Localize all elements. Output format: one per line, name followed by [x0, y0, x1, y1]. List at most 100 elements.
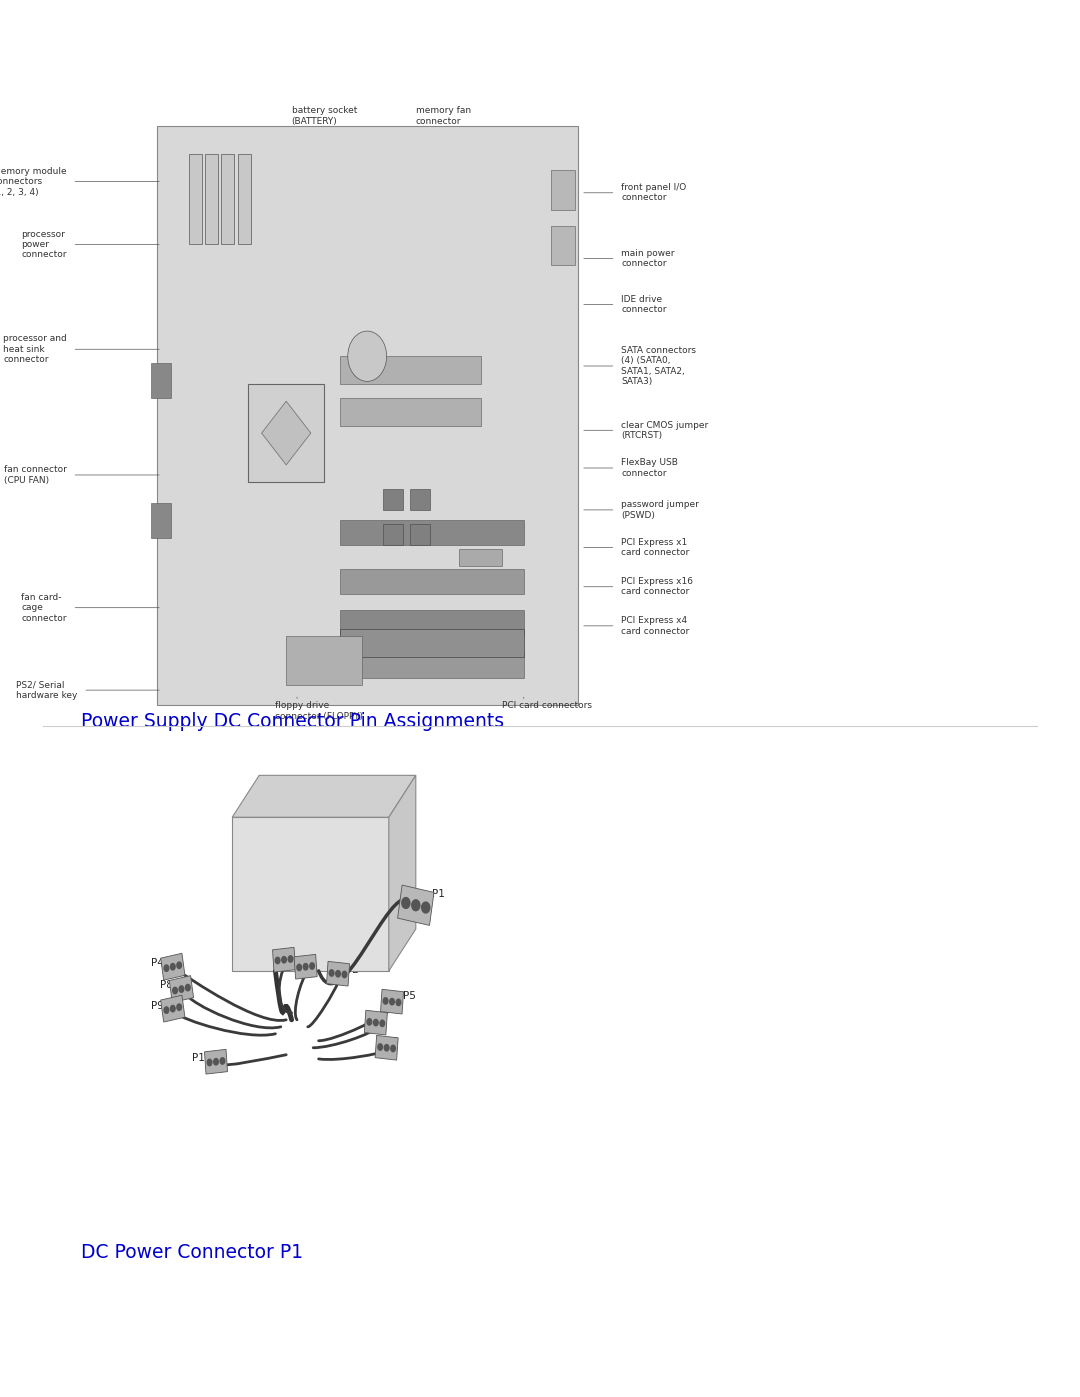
Circle shape — [395, 999, 402, 1006]
Bar — [551, 170, 575, 210]
Circle shape — [219, 1058, 226, 1065]
Text: SATA connectors
(4) (SATA0,
SATA1, SATA2,
SATA3): SATA connectors (4) (SATA0, SATA1, SATA2… — [621, 346, 696, 386]
Bar — [410, 524, 430, 545]
FancyBboxPatch shape — [161, 995, 185, 1023]
Text: Power Supply DC Connector Pin Assignments: Power Supply DC Connector Pin Assignment… — [81, 712, 504, 732]
FancyBboxPatch shape — [294, 954, 318, 979]
FancyBboxPatch shape — [326, 961, 350, 986]
Circle shape — [185, 983, 191, 992]
Text: P9: P9 — [151, 1000, 164, 1011]
Circle shape — [163, 964, 170, 972]
Circle shape — [382, 997, 389, 1004]
Circle shape — [281, 956, 287, 964]
Text: P10: P10 — [292, 961, 311, 972]
Polygon shape — [232, 775, 416, 817]
Text: battery socket
(BATTERY): battery socket (BATTERY) — [292, 106, 357, 126]
Bar — [340, 652, 524, 678]
Bar — [340, 610, 524, 636]
FancyBboxPatch shape — [364, 1010, 388, 1035]
Bar — [151, 363, 171, 398]
FancyBboxPatch shape — [204, 1049, 228, 1074]
Circle shape — [335, 970, 341, 978]
Circle shape — [163, 1006, 170, 1014]
Circle shape — [206, 1059, 213, 1066]
FancyBboxPatch shape — [161, 953, 185, 981]
Text: front panel I/O
connector: front panel I/O connector — [621, 183, 686, 203]
Text: fan connector
(CPU FAN): fan connector (CPU FAN) — [4, 465, 67, 485]
Circle shape — [373, 1018, 379, 1027]
Polygon shape — [389, 775, 416, 971]
Text: floppy drive
connector (FLOPPY): floppy drive connector (FLOPPY) — [275, 701, 363, 721]
Circle shape — [172, 986, 178, 995]
Circle shape — [401, 897, 410, 909]
Text: P4: P4 — [151, 957, 164, 968]
Bar — [340, 398, 481, 426]
Bar — [238, 154, 251, 244]
Text: main power
connector: main power connector — [621, 249, 675, 268]
Bar — [189, 154, 202, 244]
FancyBboxPatch shape — [272, 947, 296, 972]
Circle shape — [379, 1020, 386, 1027]
Circle shape — [170, 1004, 176, 1013]
Circle shape — [309, 963, 315, 970]
Text: processor
power
connector: processor power connector — [22, 229, 67, 260]
Text: processor and
heat sink
connector: processor and heat sink connector — [3, 334, 67, 365]
Bar — [459, 549, 502, 566]
Bar — [221, 154, 234, 244]
Circle shape — [328, 970, 335, 977]
Text: P12: P12 — [192, 1052, 212, 1063]
Text: FlexBay USB
connector: FlexBay USB connector — [621, 458, 678, 478]
Bar — [205, 154, 218, 244]
Text: PS2/ Serial
hardware key: PS2/ Serial hardware key — [16, 680, 78, 700]
Text: fan card-
cage
connector: fan card- cage connector — [22, 592, 67, 623]
Text: PCI Express x1
card connector: PCI Express x1 card connector — [621, 538, 689, 557]
Circle shape — [383, 1044, 390, 1052]
FancyBboxPatch shape — [397, 886, 434, 925]
Text: password jumper
(PSWD): password jumper (PSWD) — [621, 500, 699, 520]
Text: PCI card connectors: PCI card connectors — [502, 701, 592, 710]
Circle shape — [296, 964, 302, 971]
Circle shape — [170, 963, 176, 971]
Text: DC Power Connector P1: DC Power Connector P1 — [81, 1243, 303, 1263]
Bar — [383, 489, 403, 510]
Bar — [551, 226, 575, 265]
Bar — [383, 524, 403, 545]
Circle shape — [302, 963, 309, 971]
FancyBboxPatch shape — [375, 1035, 399, 1060]
Bar — [340, 629, 524, 657]
Circle shape — [389, 997, 395, 1006]
Circle shape — [411, 900, 420, 911]
Text: PCI Express x16
card connector: PCI Express x16 card connector — [621, 577, 693, 597]
Text: P2: P2 — [346, 964, 359, 975]
Bar — [340, 569, 524, 594]
Circle shape — [366, 1018, 373, 1025]
Bar — [340, 520, 524, 545]
Circle shape — [274, 957, 281, 964]
FancyBboxPatch shape — [157, 126, 578, 705]
Bar — [151, 503, 171, 538]
Text: P11: P11 — [365, 1011, 384, 1023]
Text: P7: P7 — [273, 944, 286, 956]
Circle shape — [421, 901, 431, 914]
Circle shape — [390, 1045, 396, 1052]
Text: memory module
connectors
(1, 2, 3, 4): memory module connectors (1, 2, 3, 4) — [0, 166, 67, 197]
Circle shape — [341, 971, 348, 978]
Bar — [410, 489, 430, 510]
Text: clear CMOS jumper
(RTCRST): clear CMOS jumper (RTCRST) — [621, 420, 708, 440]
Polygon shape — [232, 817, 389, 971]
FancyBboxPatch shape — [380, 989, 404, 1014]
Text: IDE drive
connector: IDE drive connector — [621, 295, 666, 314]
Text: P3: P3 — [386, 1037, 399, 1048]
Bar — [340, 356, 481, 384]
Text: P5: P5 — [403, 990, 416, 1002]
Circle shape — [176, 1003, 183, 1011]
Text: PCI Express x4
card connector: PCI Express x4 card connector — [621, 616, 689, 636]
Circle shape — [287, 956, 294, 963]
Bar — [286, 636, 362, 685]
Text: P1: P1 — [432, 888, 445, 900]
Text: P8: P8 — [160, 979, 173, 990]
FancyBboxPatch shape — [170, 975, 193, 1003]
Circle shape — [377, 1044, 383, 1051]
Text: memory fan
connector: memory fan connector — [416, 106, 471, 126]
FancyBboxPatch shape — [248, 384, 324, 482]
